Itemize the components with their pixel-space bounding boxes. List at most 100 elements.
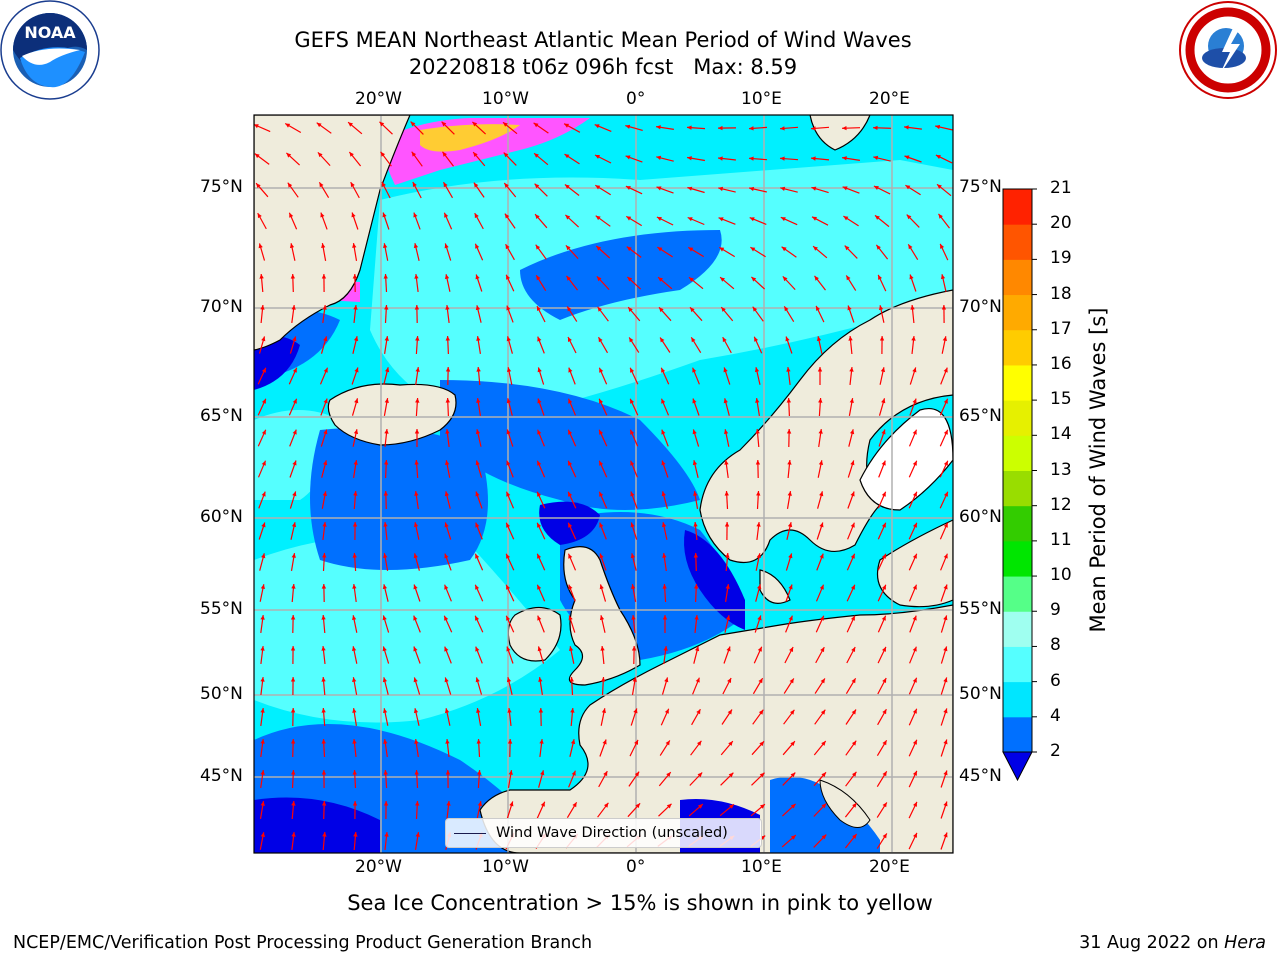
wind-wave-arrowhead <box>475 274 480 280</box>
wind-wave-arrowhead <box>353 491 358 496</box>
wind-wave-arrowhead <box>475 243 480 249</box>
wind-wave-arrowhead <box>568 367 573 373</box>
wind-wave-arrowhead <box>476 708 481 713</box>
wind-wave-arrowhead <box>537 460 542 466</box>
lat-label-right: 75°N <box>959 177 1002 197</box>
wind-wave-arrowhead <box>506 491 511 497</box>
wind-wave-arrowhead <box>693 553 698 558</box>
wind-wave-arrowhead <box>687 156 692 161</box>
wind-wave-arrowhead <box>755 429 760 434</box>
wind-wave-arrowhead <box>261 429 266 435</box>
wind-wave-arrowhead <box>321 739 326 744</box>
wind-wave-arrowhead <box>628 307 633 312</box>
lat-label-left: 45°N <box>200 766 243 786</box>
wind-wave-arrowhead <box>540 770 545 776</box>
wind-wave-arrowhead <box>912 708 917 714</box>
wind-wave-arrowhead <box>350 182 355 188</box>
colorbar-segment <box>1003 400 1032 436</box>
noaa-logo: NOAA <box>0 0 100 100</box>
wind-wave-arrowhead <box>381 182 386 187</box>
lat-label-left: 65°N <box>200 406 243 426</box>
wind-wave-arrowhead <box>754 367 760 373</box>
wind-wave-arrowhead <box>661 522 667 528</box>
wind-wave-arrowhead <box>943 801 948 807</box>
wind-wave-arrowhead <box>351 212 356 218</box>
wind-wave-arrowhead <box>718 217 724 222</box>
wind-wave-arrowhead <box>565 214 571 220</box>
wind-wave-arrowhead <box>506 429 511 435</box>
wind-wave-arrowhead <box>696 709 701 715</box>
wind-wave-arrowhead <box>943 522 948 528</box>
wind-wave-arrowhead <box>599 491 604 497</box>
colorbar-tick-label: 6 <box>1050 670 1061 691</box>
wind-wave-arrowhead <box>873 186 879 190</box>
wind-wave-arrowhead <box>756 491 761 496</box>
wind-wave-arrowhead <box>789 678 794 684</box>
wind-wave-arrowhead <box>879 336 885 341</box>
wind-wave-arrowhead <box>535 214 540 219</box>
wind-wave-arrowhead <box>289 212 294 218</box>
wind-wave-arrowhead <box>725 584 730 589</box>
wind-wave-arrowhead <box>698 804 703 809</box>
wind-wave-arrowhead <box>910 305 915 310</box>
wind-wave-arrowhead <box>260 305 265 310</box>
wind-wave-arrowhead <box>750 247 756 252</box>
wind-wave-arrowhead <box>849 398 854 403</box>
wind-wave-arrowhead <box>692 429 697 435</box>
wind-wave-arrowhead <box>569 677 574 682</box>
wind-wave-arrowhead <box>846 275 851 281</box>
wind-wave-arrowhead <box>413 646 418 652</box>
wind-wave-arrowhead <box>842 126 847 131</box>
wind-wave-arrowhead <box>820 709 826 715</box>
wind-wave-arrowhead <box>943 677 948 683</box>
colorbar-segment <box>1003 611 1032 647</box>
wind-wave-arrowhead <box>852 802 857 808</box>
wind-wave-arrowhead <box>882 646 886 652</box>
wind-wave-arrowhead <box>321 646 326 651</box>
wind-wave-arrowhead <box>656 186 662 191</box>
wind-wave-arrowhead <box>291 553 296 558</box>
wind-wave-arrowhead <box>291 522 297 528</box>
wind-wave-arrowhead <box>291 770 296 775</box>
wind-wave-arrowhead <box>596 246 602 251</box>
wind-wave-arrowhead <box>602 739 607 745</box>
wind-wave-arrowhead <box>759 741 764 747</box>
wind-wave-arrowhead <box>912 367 917 373</box>
wind-wave-arrowhead <box>664 677 669 683</box>
wind-wave-arrowhead <box>595 215 601 221</box>
wind-wave-arrowhead <box>352 677 357 682</box>
wind-wave-arrowhead <box>813 246 818 251</box>
wind-wave-arrowhead <box>656 155 662 160</box>
wind-wave-arrowhead <box>943 553 948 559</box>
wind-wave-arrowhead <box>415 801 420 806</box>
wind-wave-arrowhead <box>413 553 418 559</box>
wind-wave-arrowhead <box>635 803 641 809</box>
wind-wave-arrowhead <box>353 460 358 465</box>
wind-wave-arrowhead <box>291 584 296 589</box>
wind-wave-arrowhead <box>413 708 419 714</box>
wind-wave-arrowhead <box>444 708 450 714</box>
colorbar-segment <box>1003 364 1032 401</box>
legend-line-icon <box>454 832 486 834</box>
wind-wave-arrowhead <box>656 125 661 130</box>
wind-wave-arrowhead <box>285 123 291 128</box>
wind-wave-arrowhead <box>383 801 389 806</box>
wind-wave-arrowhead <box>570 739 576 745</box>
wind-wave-arrowhead <box>697 772 703 778</box>
wind-wave-arrowhead <box>821 741 826 746</box>
wind-wave-arrowhead <box>441 121 447 127</box>
sea-ice-note: Sea Ice Concentration > 15% is shown in … <box>347 891 933 915</box>
wind-wave-arrowhead <box>599 584 604 590</box>
wind-wave-arrowhead <box>718 186 724 192</box>
wind-wave-arrowhead <box>316 122 322 128</box>
wind-wave-arrowhead <box>847 305 852 311</box>
wind-wave-arrowhead <box>476 367 481 372</box>
lat-label-right: 65°N <box>959 406 1002 426</box>
lon-label-top: 20°E <box>869 89 910 109</box>
lat-label-right: 55°N <box>959 599 1002 619</box>
wind-wave-arrowhead <box>383 553 388 558</box>
wind-wave-arrowhead <box>725 615 731 621</box>
wind-wave-arrowhead <box>475 553 480 559</box>
wind-wave-arrowhead <box>442 151 447 157</box>
wind-wave-arrowhead <box>880 367 886 373</box>
